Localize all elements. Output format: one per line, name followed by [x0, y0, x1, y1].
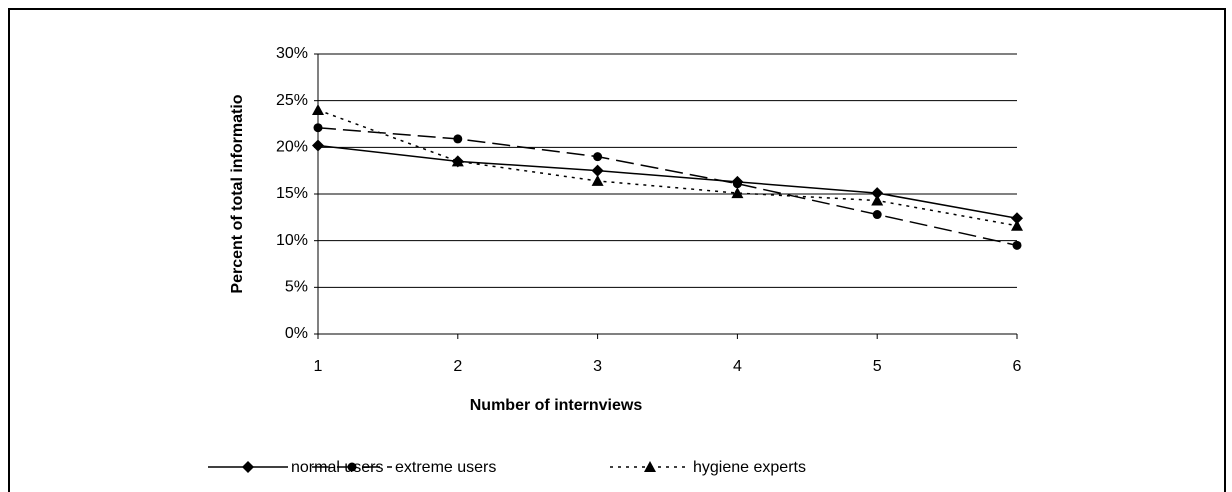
x-tick-label: 2: [453, 358, 462, 375]
y-tick-label: 10%: [276, 232, 308, 249]
data-point: [313, 123, 323, 133]
x-tick-label: 6: [1013, 358, 1022, 375]
series-line: [317, 144, 1018, 220]
legend-marker: [242, 461, 254, 473]
data-point: [1011, 219, 1023, 231]
data-point: [591, 164, 604, 177]
data-point: [872, 210, 882, 220]
series-line: [317, 126, 1018, 247]
x-axis-label: Number of internviews: [470, 397, 643, 414]
data-point: [871, 194, 884, 206]
data-point: [453, 134, 463, 144]
data-point: [312, 139, 324, 152]
x-tick-label: 3: [593, 358, 602, 375]
y-tick-label: 25%: [276, 92, 308, 109]
data-point: [1012, 240, 1022, 250]
data-point: [732, 179, 742, 189]
y-tick-label: 20%: [276, 139, 308, 156]
x-tick-label: 4: [733, 358, 742, 375]
legend-marker: [644, 461, 656, 472]
series-line: [317, 109, 1018, 227]
frame: [8, 8, 1226, 492]
data-point: [451, 155, 464, 167]
x-tick-label: 1: [314, 358, 323, 375]
y-tick-label: 0%: [285, 325, 308, 342]
y-tick-label: 30%: [276, 45, 308, 62]
y-tick-label: 5%: [285, 279, 308, 296]
data-point: [1011, 212, 1023, 225]
data-point: [593, 152, 603, 162]
legend-marker: [347, 462, 357, 472]
data-point: [591, 174, 604, 186]
y-axis-label: Percent of total informatio: [229, 94, 246, 293]
data-point: [731, 187, 744, 199]
data-point: [312, 104, 324, 115]
x-tick-label: 5: [873, 358, 882, 375]
data-point: [871, 187, 884, 200]
legend-label: extreme users: [395, 459, 496, 476]
legend-label: hygiene experts: [693, 459, 806, 476]
y-tick-label: 15%: [276, 185, 308, 202]
